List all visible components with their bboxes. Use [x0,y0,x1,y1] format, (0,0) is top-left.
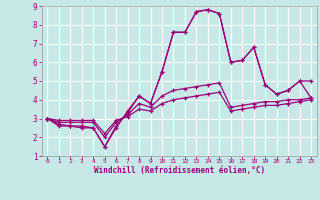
X-axis label: Windchill (Refroidissement éolien,°C): Windchill (Refroidissement éolien,°C) [94,166,265,175]
